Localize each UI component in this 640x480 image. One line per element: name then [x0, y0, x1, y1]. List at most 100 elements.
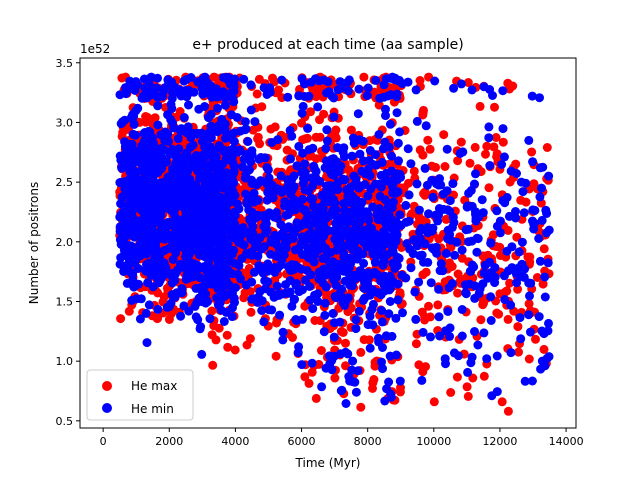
scatter-point [435, 331, 445, 341]
scatter-point [354, 183, 364, 193]
scatter-point [539, 244, 549, 254]
scatter-point [185, 88, 194, 98]
scatter-point [238, 162, 248, 172]
scatter-point [405, 244, 415, 254]
scatter-point [283, 175, 293, 185]
scatter-point [252, 89, 262, 99]
scatter-point [145, 127, 155, 137]
scatter-point [446, 388, 456, 397]
scatter-point [182, 202, 192, 212]
scatter-point [144, 224, 154, 234]
scatter-point [471, 169, 480, 179]
scatter-point [177, 187, 187, 197]
scatter-point [176, 126, 186, 136]
scatter-point [136, 198, 145, 208]
scatter-point [387, 151, 396, 161]
scatter-point [207, 306, 217, 316]
scatter-point [482, 141, 492, 151]
scatter-point [391, 313, 401, 323]
scatter-point [418, 327, 428, 337]
scatter-point [322, 125, 332, 135]
scatter-point [346, 125, 356, 135]
scatter-point [407, 209, 417, 219]
scatter-point [150, 90, 160, 100]
scatter-point [316, 346, 326, 355]
scatter-point [256, 153, 266, 162]
scatter-point [249, 267, 259, 277]
scatter-point [414, 277, 424, 287]
scatter-point [384, 309, 394, 319]
scatter-point [387, 215, 396, 225]
scatter-point [236, 274, 245, 284]
scatter-point [245, 334, 255, 344]
scatter-point [242, 199, 252, 209]
scatter-point [378, 144, 388, 154]
scatter-point [404, 178, 413, 188]
scatter-point [381, 104, 390, 114]
scatter-point [412, 116, 422, 126]
scatter-point [513, 284, 523, 294]
scatter-point [492, 206, 502, 216]
scatter-point [381, 111, 390, 121]
scatter-point [417, 307, 427, 317]
scatter-point [311, 393, 321, 403]
scatter-point [461, 225, 471, 235]
scatter-point [379, 253, 389, 263]
scatter-point [131, 220, 141, 230]
scatter-point [395, 127, 405, 137]
scatter-point [515, 313, 525, 323]
scatter-point [278, 327, 288, 337]
scatter-point [119, 262, 129, 272]
scatter-point [516, 271, 525, 281]
scatter-point [368, 249, 378, 259]
scatter-point [344, 86, 353, 96]
scatter-point [294, 342, 304, 352]
scatter-point [481, 149, 490, 159]
x-tick-label: 2000 [155, 435, 183, 448]
scatter-point [532, 273, 542, 282]
scatter-point [142, 338, 152, 348]
scatter-point [372, 270, 382, 280]
scatter-point [364, 335, 374, 345]
scatter-point [240, 125, 250, 135]
scatter-point [531, 334, 540, 344]
scatter-point [277, 75, 287, 85]
scatter-point [453, 156, 463, 166]
scatter-point [487, 391, 497, 401]
scatter-point [445, 196, 455, 206]
scatter-point [369, 375, 379, 384]
legend-marker-he-max [102, 381, 112, 391]
scatter-point [127, 254, 137, 264]
scatter-point [213, 103, 222, 113]
scatter-point [528, 205, 538, 215]
scatter-point [362, 91, 372, 101]
scatter-point [434, 284, 444, 294]
scatter-point [426, 332, 435, 342]
y-tick-label: 3.0 [56, 116, 74, 129]
scatter-point [215, 199, 225, 209]
scatter-point [302, 133, 312, 143]
scatter-point [385, 119, 395, 129]
scatter-point [409, 166, 419, 176]
scatter-point [356, 347, 366, 357]
scatter-point [495, 251, 505, 260]
scatter-point [470, 142, 480, 152]
scatter-point [524, 310, 534, 320]
scatter-point [453, 269, 463, 279]
scatter-point [355, 266, 365, 276]
scatter-point [513, 322, 523, 332]
scatter-point [472, 247, 482, 257]
scatter-point [525, 257, 535, 267]
scatter-point [530, 218, 540, 228]
scatter-point [120, 137, 130, 147]
scatter-point [273, 135, 283, 145]
legend-marker-he-min [102, 403, 112, 413]
scatter-point [492, 149, 502, 159]
scatter-point [535, 93, 544, 103]
scatter-point [144, 242, 153, 252]
scatter-point [506, 300, 516, 310]
scatter-point [473, 340, 483, 350]
scatter-point [314, 359, 324, 369]
scatter-point [380, 176, 390, 186]
scatter-point [333, 239, 343, 249]
